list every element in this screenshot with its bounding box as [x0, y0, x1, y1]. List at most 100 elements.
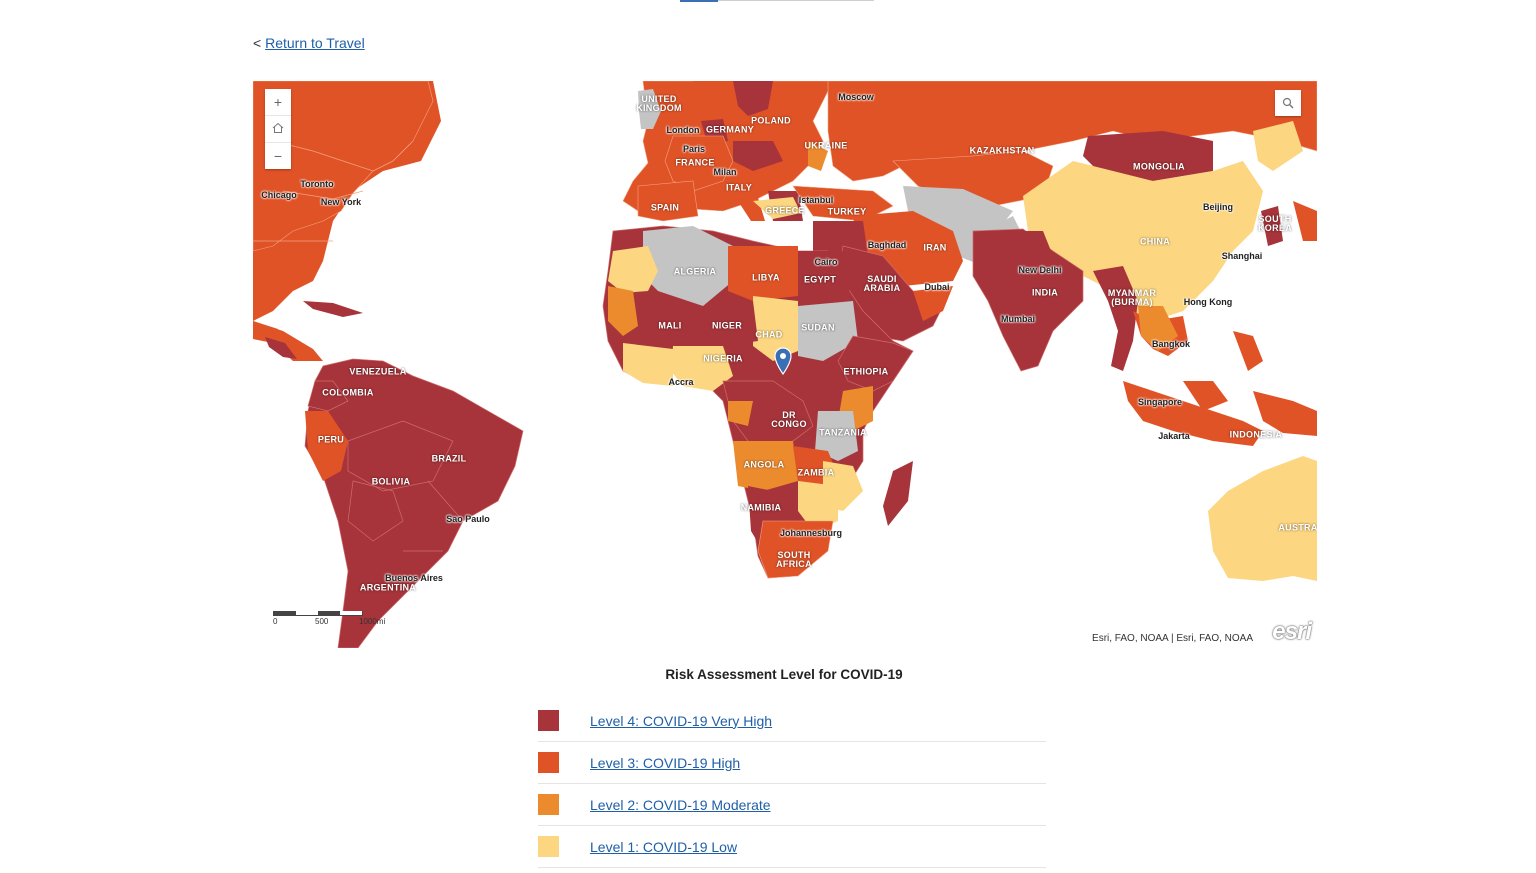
- legend-link[interactable]: Level 3: COVID-19 High: [590, 754, 741, 771]
- scale-label: 1000mi: [359, 617, 386, 626]
- country-label: UNITED KINGDOM: [636, 94, 682, 113]
- se-asia-islands: [1123, 381, 1317, 446]
- country-label: INDONESIA: [1229, 429, 1283, 440]
- country-label: ETHIOPIA: [843, 366, 889, 377]
- country-label: INDIA: [1032, 287, 1058, 298]
- city-label: Cairo: [814, 257, 838, 267]
- africa: [602, 225, 914, 579]
- city-label: Paris: [682, 144, 706, 154]
- city-label: Singapore: [1137, 397, 1183, 407]
- city-label: Accra: [668, 377, 694, 387]
- country-label: SAUDI ARABIA: [863, 274, 901, 293]
- search-icon: [1282, 97, 1294, 109]
- legend-item: Level 2: COVID-19 Moderate: [538, 784, 1046, 826]
- europe: [622, 81, 894, 222]
- city-label: Baghdad: [867, 240, 907, 250]
- country-label: FRANCE: [675, 157, 715, 168]
- country-label: SPAIN: [650, 202, 680, 213]
- australia: [1208, 456, 1317, 581]
- country-label: CHAD: [755, 329, 783, 340]
- return-to-travel-link[interactable]: Return to Travel: [265, 35, 365, 51]
- top-cutoff-tab-active[interactable]: [680, 0, 718, 2]
- country-label: ANGOLA: [743, 459, 785, 470]
- country-label: ZAMBIA: [797, 467, 835, 478]
- country-label: POLAND: [751, 115, 791, 126]
- country-label: VENEZUELA: [349, 366, 407, 377]
- country-label: SOUTH AFRICA: [776, 550, 812, 569]
- country-label: GERMANY: [705, 124, 755, 135]
- map-geography[interactable]: [253, 81, 1317, 648]
- country-label: SOUTH KOREA: [1257, 214, 1293, 233]
- country-label: LIBYA: [752, 272, 780, 283]
- country-label: TURKEY: [827, 206, 867, 217]
- map-search-button[interactable]: [1275, 90, 1301, 116]
- city-label: Sao Paulo: [446, 514, 490, 524]
- legend-swatch: [538, 710, 559, 731]
- legend-item: Level 1: COVID-19 Low: [538, 826, 1046, 868]
- country-label: EGYPT: [803, 274, 837, 285]
- city-label: New York: [320, 197, 362, 207]
- city-label: Dubai: [924, 282, 950, 292]
- city-label: Istanbul: [798, 195, 834, 205]
- country-label: BOLIVIA: [371, 476, 411, 487]
- covid-risk-map[interactable]: + − 0 500 1000mi Esri, FAO, NOAA | Esri, F…: [253, 81, 1317, 648]
- top-cutoff-divider: [718, 0, 874, 1]
- city-label: Moscow: [838, 92, 874, 102]
- country-label: KAZAKHSTAN: [969, 145, 1035, 156]
- legend-link[interactable]: Level 4: COVID-19 Very High: [590, 712, 773, 729]
- country-label: IRAN: [923, 242, 947, 253]
- city-label: New Delhi: [1018, 265, 1062, 275]
- zoom-out-button[interactable]: −: [273, 148, 283, 164]
- scale-label: 0: [273, 617, 278, 626]
- scale-label: 500: [315, 617, 329, 626]
- city-label: Hong Kong: [1183, 297, 1233, 307]
- map-attribution: Esri, FAO, NOAA | Esri, FAO, NOAA: [1092, 633, 1253, 644]
- legend-item: Level 4: COVID-19 Very High: [538, 700, 1046, 742]
- country-label: SUDAN: [801, 322, 835, 333]
- city-label: Shanghai: [1221, 251, 1263, 261]
- city-label: Jakarta: [1158, 431, 1190, 441]
- city-label: Milan: [713, 167, 737, 177]
- country-label: NIGERIA: [703, 353, 743, 364]
- home-icon: [272, 122, 284, 133]
- esri-logo: esri: [1272, 618, 1312, 645]
- legend-title: Risk Assessment Level for COVID-19: [665, 667, 903, 682]
- city-label: Toronto: [300, 179, 334, 189]
- country-label: MONGOLIA: [1133, 161, 1185, 172]
- country-label: GREECE: [765, 205, 805, 216]
- country-label: NIGER: [711, 320, 743, 331]
- legend-swatch: [538, 836, 559, 857]
- country-label: COLOMBIA: [322, 387, 374, 398]
- country-label: ARGENTINA: [359, 582, 417, 593]
- back-chevron: <: [253, 35, 262, 51]
- city-label: Buenos Aires: [385, 573, 443, 583]
- country-label: BRAZIL: [431, 453, 467, 464]
- country-label: DR CONGO: [771, 410, 807, 429]
- city-label: Beijing: [1202, 202, 1234, 212]
- legend-link[interactable]: Level 2: COVID-19 Moderate: [590, 796, 771, 813]
- country-label: MALI: [658, 320, 682, 331]
- home-button[interactable]: [265, 116, 291, 143]
- country-label: ALGERIA: [673, 266, 717, 277]
- country-label: UKRAINE: [804, 140, 848, 151]
- city-label: London: [666, 125, 700, 135]
- location-pin-icon[interactable]: [774, 347, 792, 380]
- zoom-in-button[interactable]: +: [265, 89, 291, 116]
- city-label: Mumbai: [1000, 314, 1036, 324]
- country-label: CHINA: [1140, 236, 1170, 247]
- city-label: Bangkok: [1151, 339, 1191, 349]
- legend-item: Level 3: COVID-19 High: [538, 742, 1046, 784]
- russia-asia: [813, 81, 1317, 372]
- return-link-wrapper: < Return to Travel: [253, 35, 365, 51]
- country-label: NAMIBIA: [740, 502, 782, 513]
- legend-link[interactable]: Level 1: COVID-19 Low: [590, 838, 738, 855]
- north-america: [253, 81, 441, 361]
- legend-swatch: [538, 794, 559, 815]
- city-label: Chicago: [261, 190, 297, 200]
- country-label: AUSTRA: [1278, 522, 1317, 533]
- top-cutoff-region: [0, 0, 1536, 4]
- city-label: Johannesburg: [779, 528, 843, 538]
- risk-legend: Level 4: COVID-19 Very High Level 3: COVI…: [538, 700, 1046, 868]
- scale-bar: 0 500 1000mi: [273, 611, 385, 626]
- country-label: MYANMAR (BURMA): [1107, 288, 1157, 307]
